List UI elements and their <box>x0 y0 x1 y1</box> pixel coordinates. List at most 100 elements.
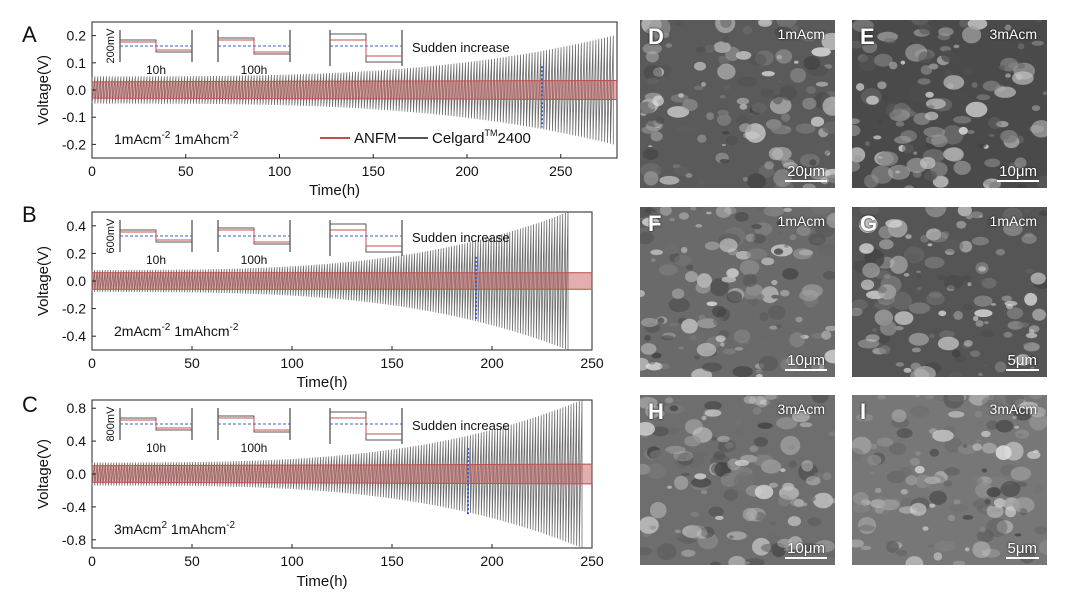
sem-grain <box>805 475 821 486</box>
sem-grain <box>952 560 966 565</box>
sem-grain <box>657 166 665 172</box>
scale-bar: 10μm <box>785 540 827 559</box>
sem-grain <box>640 101 656 114</box>
sem-grain <box>699 294 705 298</box>
inset-label: 10h <box>146 253 166 267</box>
y-tick-label: 0.0 <box>67 82 87 98</box>
sem-grain <box>882 261 891 268</box>
sem-grain <box>1031 105 1041 111</box>
sem-grain <box>958 126 968 135</box>
sem-grain <box>988 134 995 137</box>
x-tick-label: 150 <box>362 163 386 179</box>
sem-grain <box>945 248 955 255</box>
y-tick-label: -0.2 <box>62 301 86 317</box>
sem-grain <box>925 134 946 145</box>
y-tick-label: -0.1 <box>62 109 86 125</box>
sem-grain <box>1019 401 1038 410</box>
sem-grain <box>881 95 889 101</box>
x-tick-label: 0 <box>88 553 96 569</box>
sem-grain <box>822 121 835 134</box>
sem-grain <box>694 473 707 480</box>
sem-grain <box>821 32 835 51</box>
sem-grain <box>927 243 933 247</box>
annotation-sudden-increase: Sudden increase <box>412 418 510 433</box>
sem-grain <box>919 23 932 35</box>
sem-grain <box>909 502 927 516</box>
sem-grain <box>859 207 880 216</box>
sem-grain <box>908 302 931 314</box>
sem-grain <box>959 240 973 253</box>
sem-grain <box>787 444 797 450</box>
sem-grain <box>671 288 685 300</box>
sem-grain <box>793 248 813 260</box>
sem-texture-strokes <box>640 20 835 188</box>
sem-grain <box>817 244 835 256</box>
inset-anfm-trace <box>218 229 290 243</box>
sem-grain <box>748 395 766 405</box>
sem-grain <box>989 181 1002 188</box>
sem-grain <box>644 335 651 341</box>
sem-grain <box>769 521 777 526</box>
sem-grain <box>1033 484 1045 495</box>
sem-texture-strokes <box>640 207 835 377</box>
sem-grain <box>867 231 879 240</box>
sem-grain <box>790 498 803 507</box>
sem-grain <box>918 51 932 64</box>
x-tick-label: 50 <box>178 163 194 179</box>
sem-grain <box>970 350 981 357</box>
sem-grain <box>853 503 870 514</box>
sem-grain <box>742 25 753 35</box>
sem-grain <box>815 81 829 87</box>
sem-grain <box>953 44 960 49</box>
sem-grain <box>919 156 936 170</box>
y-tick-label: 0.0 <box>67 273 87 289</box>
sem-grain <box>1000 130 1018 143</box>
sem-grain <box>661 335 674 341</box>
sem-grain <box>706 112 714 120</box>
sem-grain <box>811 332 826 339</box>
sem-texture-strokes <box>640 395 835 565</box>
x-axis-label: Time(h) <box>309 182 360 199</box>
sem-grain <box>640 231 654 245</box>
sem-grain <box>769 482 778 488</box>
sem-grain <box>932 175 949 188</box>
sem-panel-letter: H <box>648 399 664 424</box>
sem-grain <box>796 225 811 236</box>
sem-grain <box>686 525 708 540</box>
sem-grain <box>643 65 662 81</box>
sem-grain <box>786 357 794 365</box>
sem-grain <box>981 278 997 289</box>
sem-grain <box>1030 272 1046 285</box>
sem-grain <box>815 141 832 156</box>
sem-grain <box>1025 332 1038 339</box>
sem-grain <box>665 43 673 48</box>
sem-grain <box>1014 481 1027 487</box>
sem-grain <box>924 395 935 400</box>
sem-grain <box>967 282 972 287</box>
sem-grain <box>889 61 898 70</box>
sem-grain <box>719 95 726 99</box>
legend-anfm-label: ANFM <box>354 130 397 147</box>
sem-grain <box>657 109 664 114</box>
sem-grain <box>975 320 984 327</box>
sem-grain <box>665 445 686 455</box>
x-tick-label: 50 <box>184 553 200 569</box>
series-anfm-band <box>91 272 593 290</box>
sem-grain <box>701 415 707 421</box>
sem-grain <box>1004 300 1018 307</box>
sem-grain <box>713 450 726 460</box>
sem-grain <box>879 499 900 511</box>
sem-grain <box>761 286 779 304</box>
sem-grain <box>856 83 865 91</box>
sem-grain <box>761 71 775 77</box>
sem-grain <box>682 525 702 538</box>
sem-grain <box>768 305 786 320</box>
sem-grain <box>852 124 861 137</box>
sem-grain <box>907 111 917 116</box>
sem-grain <box>789 332 805 348</box>
sem-grain <box>873 135 882 140</box>
sem-grain <box>1032 308 1046 321</box>
inset-10h: 10h <box>119 408 193 455</box>
sem-grain <box>696 273 712 288</box>
sem-grain <box>928 63 939 70</box>
